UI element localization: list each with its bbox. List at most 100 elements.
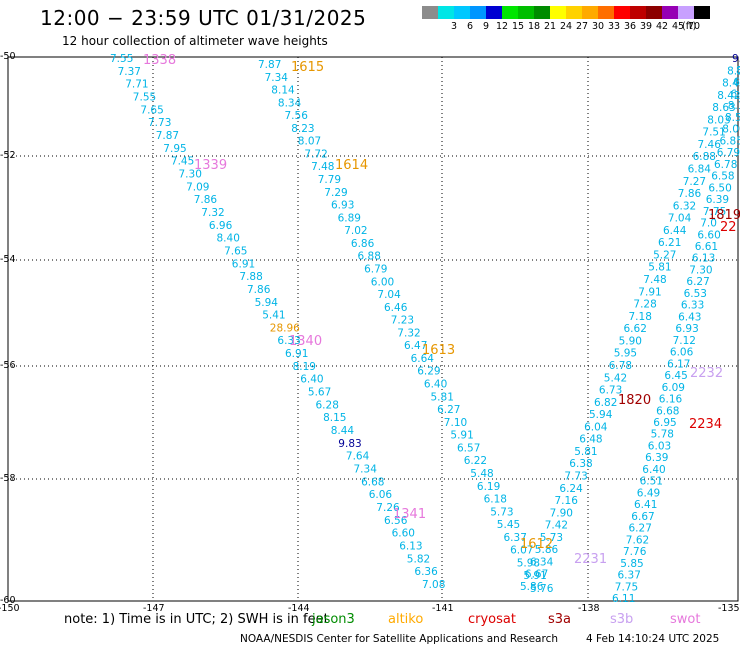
- legend-swatch: [550, 6, 566, 19]
- wave-height-value: 6.13: [399, 541, 422, 553]
- wave-height-value: 6.19: [477, 481, 500, 493]
- wave-height-value: 6.50: [708, 182, 731, 194]
- wave-height-value: 9.00: [732, 53, 740, 65]
- wave-height-value: 6.40: [642, 464, 665, 476]
- wave-height-value: 5.73: [490, 506, 513, 518]
- wave-height-value: 6.56: [384, 515, 408, 527]
- wave-height-value: 6.64: [411, 353, 435, 365]
- wave-height-value: 5.27: [653, 250, 676, 262]
- pass-time-label: 1615: [291, 60, 324, 75]
- wave-height-value: 7.0: [700, 218, 717, 230]
- legend-swatch: [614, 6, 630, 19]
- wave-height-value: 6.36: [414, 566, 438, 578]
- wave-height-value: 5.82: [407, 553, 430, 565]
- satellite-legend-item: swot: [670, 612, 701, 627]
- wave-height-value: 7.56: [285, 110, 309, 122]
- wave-height-value: 8.55: [725, 112, 740, 124]
- wave-height-value: 6.62: [624, 323, 647, 335]
- page-title: 12:00 − 23:59 UTC 01/31/2025: [40, 6, 367, 30]
- wave-height-value: 8.34: [278, 97, 302, 109]
- longitude-label: -147: [143, 603, 165, 614]
- legend-tick-label: 30: [592, 21, 605, 32]
- wave-height-value: 6.00: [371, 276, 394, 288]
- pass-time-label: 1614: [335, 158, 368, 173]
- wave-height-value: 5.90: [619, 335, 642, 347]
- wave-height-value: 7.72: [304, 149, 327, 161]
- wave-height-value: 6.27: [629, 523, 652, 535]
- wave-height-value: 6.27: [686, 276, 709, 288]
- legend-tick-label: 33: [608, 21, 621, 32]
- wave-height-value: 6.28: [316, 399, 339, 411]
- wave-height-value: 8.43: [722, 78, 740, 90]
- wave-height-value: 7.27: [683, 176, 706, 188]
- wave-height-value: 6.60: [697, 229, 720, 241]
- legend-swatch: [422, 6, 438, 19]
- pass-time-label: 1612: [520, 537, 553, 552]
- wave-height-value: 5.85: [620, 558, 643, 570]
- wave-height-value: 6.39: [706, 194, 729, 206]
- wave-height-value: 7.73: [148, 117, 171, 129]
- wave-height-value: 7.09: [186, 181, 209, 193]
- legend-swatch: [630, 6, 646, 19]
- wave-height-value: 8.15: [323, 412, 346, 424]
- legend-tick-label: 24: [560, 21, 573, 32]
- legend-tick-label: 36: [624, 21, 637, 32]
- wave-height-value: 7.64: [346, 451, 370, 463]
- wave-height-value: 6.22: [464, 455, 487, 467]
- wave-height-value: 6.61: [695, 241, 718, 253]
- legend-swatch: [438, 6, 454, 19]
- pass-time-label: 2231: [574, 552, 607, 567]
- wave-height-value: 6.88: [358, 251, 381, 263]
- wave-height-value: 6.03: [648, 441, 671, 453]
- wave-height-value: 7.51: [702, 127, 725, 139]
- legend-swatch: [454, 6, 470, 19]
- wave-height-value: 7.73: [564, 471, 587, 483]
- wave-height-value: 5.95: [614, 348, 637, 360]
- wave-height-value: 6.78: [714, 159, 737, 171]
- wave-height-value: 6.60: [392, 528, 415, 540]
- wave-height-value: 5.98: [517, 557, 540, 569]
- wave-height-value: 6.27: [437, 404, 460, 416]
- pass-time-label: 1340: [289, 334, 322, 349]
- satellite-legend-item: s3a: [548, 612, 572, 627]
- wave-height-value: 6.06: [369, 489, 393, 501]
- wave-height-value: 7.32: [397, 327, 420, 339]
- wave-height-value: 6.11: [612, 593, 635, 605]
- wave-height-value: 7.34: [354, 464, 378, 476]
- wave-height-value: 6.46: [384, 302, 408, 314]
- wave-height-value: 7.62: [626, 534, 649, 546]
- wave-height-value: 6.04: [584, 421, 608, 433]
- wave-height-value: 6.58: [711, 171, 734, 183]
- legend-swatch: [502, 6, 518, 19]
- wave-height-value: 6.47: [404, 340, 427, 352]
- satellite-legend-item: cryosat: [468, 612, 516, 627]
- wave-height-value: 6.41: [634, 499, 657, 511]
- wave-height-value: 7.76: [623, 546, 647, 558]
- map-frame: [7, 56, 739, 602]
- wave-height-value: 5.86: [535, 544, 559, 556]
- latitude-label: -52: [0, 150, 16, 161]
- wave-height-value: 7.34: [265, 72, 289, 84]
- wave-height-value: 5.73: [540, 532, 563, 544]
- legend-tick-label: 18: [528, 21, 541, 32]
- wave-height-value: 6.68: [656, 405, 679, 417]
- wave-height-value: 6.80: [731, 89, 740, 101]
- wave-height-value: 8.63: [712, 102, 735, 114]
- wave-height-value: 6.33: [681, 300, 704, 312]
- legend-tick-label: 39: [640, 21, 653, 32]
- wave-height-value: 7.79: [318, 174, 341, 186]
- wave-height-value: 6.40: [300, 374, 323, 386]
- wave-height-value: 5.48: [470, 468, 493, 480]
- wave-height-value: 7.90: [550, 507, 573, 519]
- wave-height-value: 6.88: [693, 151, 716, 163]
- wave-height-value: 7.48: [643, 274, 666, 286]
- wave-height-value: 7.29: [324, 187, 347, 199]
- legend-swatch: [598, 6, 614, 19]
- wave-height-value: 6.32: [673, 200, 696, 212]
- longitude-label: -144: [288, 603, 310, 614]
- legend-tick-label: 6: [467, 21, 474, 32]
- wave-height-value: 7.42: [545, 520, 568, 532]
- wave-height-value: 6.79: [717, 147, 740, 159]
- wave-height-value: 7.55: [110, 53, 133, 65]
